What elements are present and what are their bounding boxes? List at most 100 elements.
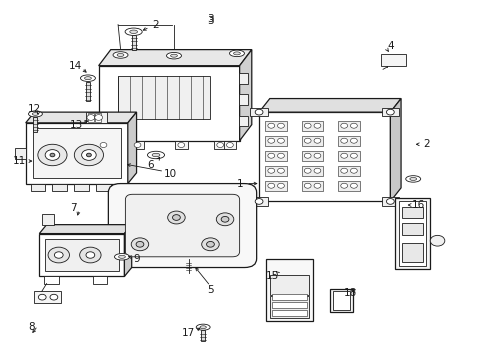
Bar [223,141,236,149]
Bar [301,136,323,146]
Ellipse shape [152,153,160,157]
Text: 17: 17 [182,328,195,338]
Circle shape [313,138,320,143]
Bar [270,296,308,318]
Circle shape [100,143,107,148]
Polygon shape [99,50,251,66]
Ellipse shape [229,50,244,57]
Bar [86,112,107,123]
Circle shape [45,150,60,160]
Circle shape [340,153,347,158]
Text: 15: 15 [265,271,279,281]
Text: 3: 3 [207,14,213,23]
Circle shape [313,183,320,188]
Text: 9: 9 [133,253,140,264]
Bar [88,113,94,122]
Bar [33,117,37,132]
Bar [74,184,89,191]
Bar [381,108,398,116]
Bar [265,151,286,161]
Bar [238,116,248,126]
Circle shape [267,138,274,143]
Bar [338,121,359,131]
Bar [97,141,110,149]
FancyBboxPatch shape [108,184,256,267]
Circle shape [340,138,347,143]
Text: 2: 2 [152,20,159,30]
Circle shape [267,168,274,173]
Circle shape [277,168,284,173]
Circle shape [80,247,101,263]
Circle shape [86,153,91,157]
Text: 7: 7 [70,203,77,212]
Circle shape [340,168,347,173]
Circle shape [95,114,102,120]
Circle shape [167,211,185,224]
Circle shape [267,183,274,188]
Circle shape [54,252,63,258]
Circle shape [136,242,143,247]
Circle shape [216,143,223,148]
Ellipse shape [114,253,129,260]
Text: 14: 14 [69,61,82,71]
Circle shape [172,215,180,220]
Bar [93,276,107,284]
Circle shape [267,123,274,128]
Bar [272,302,306,308]
Bar [272,294,306,300]
Text: 8: 8 [28,322,35,332]
Circle shape [386,199,393,204]
Circle shape [277,123,284,128]
Bar [272,310,306,316]
Circle shape [87,114,95,120]
Bar [338,166,359,176]
Ellipse shape [118,255,125,258]
Circle shape [304,138,310,143]
Ellipse shape [129,30,137,33]
Bar [266,258,312,321]
Circle shape [38,294,46,300]
Bar [99,66,239,141]
Polygon shape [239,50,251,141]
Circle shape [350,183,357,188]
Bar [338,181,359,191]
Circle shape [38,144,67,166]
Circle shape [50,294,58,300]
Text: 12: 12 [28,104,41,113]
Bar [33,128,120,178]
Ellipse shape [409,177,416,180]
Bar [52,184,67,191]
Bar [95,113,101,122]
Text: 16: 16 [410,200,424,210]
Bar [131,35,135,50]
Bar [265,136,286,146]
Text: 11: 11 [13,156,26,166]
Bar [270,275,308,295]
Bar [96,184,111,191]
Text: 10: 10 [163,168,176,179]
Circle shape [216,213,233,226]
Circle shape [178,143,184,148]
Bar [45,239,118,271]
Circle shape [304,183,310,188]
Ellipse shape [233,52,240,55]
Bar [44,276,59,284]
Ellipse shape [200,326,206,329]
Circle shape [350,123,357,128]
Text: 1: 1 [237,179,244,189]
Circle shape [340,123,347,128]
Bar [380,54,405,66]
Bar [15,148,26,158]
Circle shape [201,238,219,251]
Text: 13: 13 [70,120,83,130]
Bar [301,151,323,161]
Bar [401,243,423,262]
Bar [398,201,426,266]
Circle shape [277,153,284,158]
Ellipse shape [405,176,420,182]
Circle shape [386,109,393,115]
Bar [213,141,226,149]
Bar [401,223,423,235]
Bar [131,141,143,149]
Bar [175,141,187,149]
